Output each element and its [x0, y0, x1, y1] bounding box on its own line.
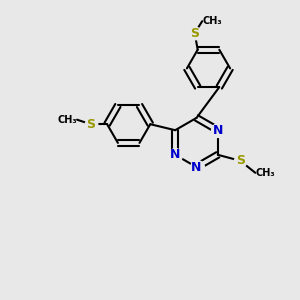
Text: S: S — [190, 27, 199, 40]
Text: CH₃: CH₃ — [255, 168, 275, 178]
Text: S: S — [86, 118, 95, 131]
Text: N: N — [213, 124, 223, 137]
Text: N: N — [170, 148, 180, 161]
Text: N: N — [191, 160, 202, 174]
Text: S: S — [236, 154, 245, 167]
Text: CH₃: CH₃ — [202, 16, 222, 26]
Text: CH₃: CH₃ — [58, 115, 77, 125]
